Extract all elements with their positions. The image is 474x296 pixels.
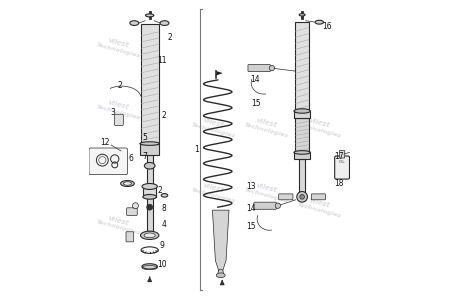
Ellipse shape bbox=[146, 14, 154, 17]
Ellipse shape bbox=[144, 233, 155, 238]
Text: OIL: OIL bbox=[339, 160, 346, 164]
Circle shape bbox=[300, 194, 304, 199]
FancyBboxPatch shape bbox=[339, 150, 345, 158]
Ellipse shape bbox=[121, 181, 134, 186]
Text: 17: 17 bbox=[334, 152, 344, 161]
Text: 12: 12 bbox=[100, 138, 110, 147]
Text: Technologies: Technologies bbox=[96, 220, 141, 236]
Text: Technologies: Technologies bbox=[191, 187, 236, 204]
FancyBboxPatch shape bbox=[127, 208, 137, 215]
Ellipse shape bbox=[161, 194, 168, 197]
Bar bbox=[140, 144, 159, 155]
FancyBboxPatch shape bbox=[311, 194, 326, 200]
Polygon shape bbox=[216, 71, 223, 75]
Bar bbox=[294, 152, 310, 159]
Ellipse shape bbox=[133, 203, 138, 209]
FancyBboxPatch shape bbox=[335, 156, 349, 179]
Text: Technologies: Technologies bbox=[96, 104, 141, 121]
Ellipse shape bbox=[275, 203, 281, 208]
Text: 18: 18 bbox=[334, 179, 344, 188]
Text: 2: 2 bbox=[157, 186, 162, 194]
FancyBboxPatch shape bbox=[126, 232, 134, 242]
Ellipse shape bbox=[143, 194, 156, 199]
Text: Technologies: Technologies bbox=[244, 187, 289, 204]
Ellipse shape bbox=[140, 231, 159, 239]
Bar bbox=[295, 22, 309, 111]
Text: 15: 15 bbox=[251, 99, 260, 108]
Ellipse shape bbox=[294, 151, 310, 154]
Text: 14: 14 bbox=[246, 204, 256, 213]
Ellipse shape bbox=[123, 182, 132, 185]
Text: 11: 11 bbox=[157, 56, 166, 65]
Polygon shape bbox=[212, 210, 229, 272]
Text: 13: 13 bbox=[246, 182, 256, 191]
Ellipse shape bbox=[142, 264, 157, 269]
Text: 8: 8 bbox=[161, 204, 166, 213]
Text: vilest: vilest bbox=[108, 215, 130, 226]
Text: Technologies: Technologies bbox=[191, 122, 236, 139]
Text: 4: 4 bbox=[161, 221, 166, 229]
Ellipse shape bbox=[216, 273, 225, 278]
Text: 1: 1 bbox=[195, 145, 200, 154]
Text: vilest: vilest bbox=[309, 117, 331, 128]
Text: vilest: vilest bbox=[108, 99, 130, 111]
Ellipse shape bbox=[294, 109, 310, 113]
Text: vilest: vilest bbox=[202, 117, 225, 128]
Text: Technologies: Technologies bbox=[297, 202, 343, 218]
FancyBboxPatch shape bbox=[254, 202, 276, 209]
FancyBboxPatch shape bbox=[114, 114, 123, 126]
Text: 14: 14 bbox=[250, 75, 260, 84]
Ellipse shape bbox=[269, 65, 274, 71]
Text: 2: 2 bbox=[167, 33, 172, 41]
Text: vilest: vilest bbox=[309, 197, 331, 208]
Text: Technologies: Technologies bbox=[244, 122, 289, 139]
Text: vilest: vilest bbox=[202, 182, 225, 194]
Text: 2: 2 bbox=[161, 111, 166, 120]
Text: vilest: vilest bbox=[108, 37, 130, 49]
Text: Technologies: Technologies bbox=[297, 122, 343, 139]
Text: 9: 9 bbox=[159, 241, 164, 250]
Text: vilest: vilest bbox=[255, 117, 278, 128]
Ellipse shape bbox=[142, 184, 157, 189]
Bar bbox=[147, 155, 153, 231]
Circle shape bbox=[147, 204, 153, 210]
Bar bbox=[141, 24, 159, 144]
Ellipse shape bbox=[315, 20, 323, 24]
Bar bbox=[300, 159, 305, 192]
FancyBboxPatch shape bbox=[248, 65, 271, 72]
Bar bbox=[143, 186, 156, 197]
Ellipse shape bbox=[140, 142, 159, 145]
Bar bbox=[295, 118, 309, 152]
Text: 5: 5 bbox=[143, 133, 148, 142]
Text: Technologies: Technologies bbox=[96, 42, 141, 59]
Text: vilest: vilest bbox=[255, 182, 278, 194]
Text: 2: 2 bbox=[117, 81, 122, 90]
Circle shape bbox=[297, 192, 308, 202]
Text: 7: 7 bbox=[142, 152, 147, 161]
Text: 10: 10 bbox=[157, 260, 167, 269]
Text: 16: 16 bbox=[322, 22, 331, 31]
Text: 6: 6 bbox=[128, 154, 134, 163]
Ellipse shape bbox=[160, 21, 169, 25]
Ellipse shape bbox=[299, 14, 305, 16]
Ellipse shape bbox=[145, 163, 155, 169]
Text: 3: 3 bbox=[111, 108, 116, 117]
Ellipse shape bbox=[130, 21, 139, 25]
Ellipse shape bbox=[218, 269, 223, 276]
FancyBboxPatch shape bbox=[279, 194, 293, 200]
Text: 15: 15 bbox=[246, 222, 256, 231]
FancyBboxPatch shape bbox=[89, 148, 128, 175]
Bar bbox=[294, 111, 310, 118]
